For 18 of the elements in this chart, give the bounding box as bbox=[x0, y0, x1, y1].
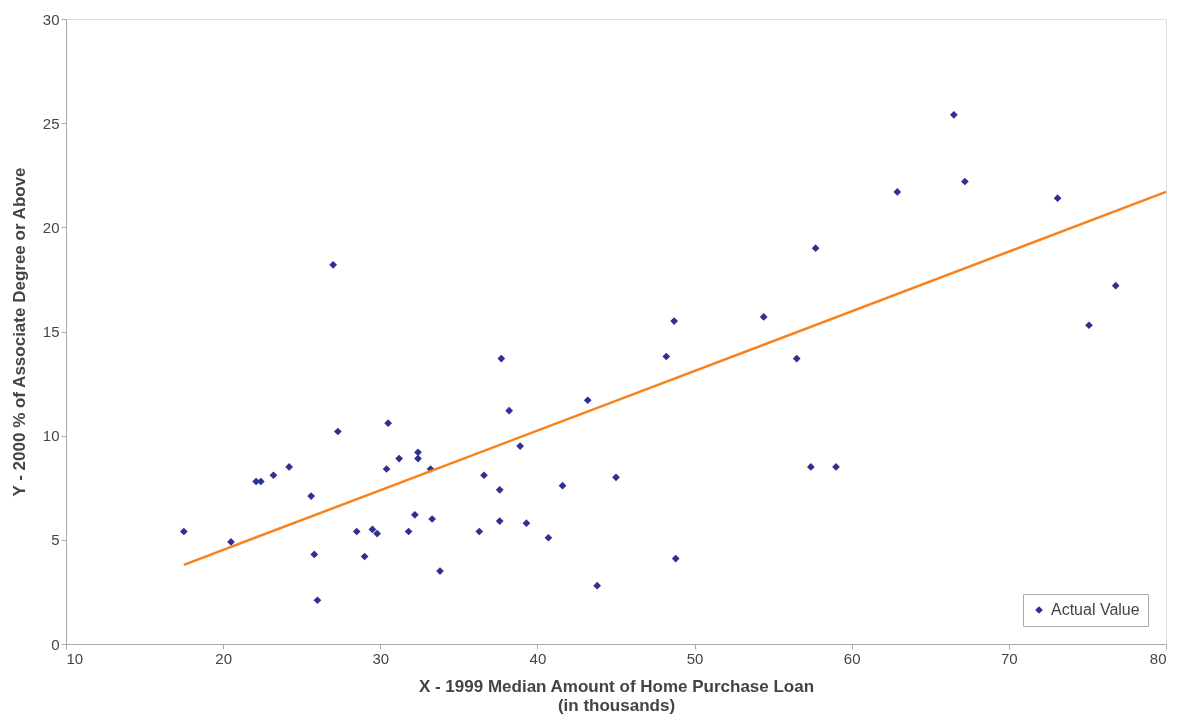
x-axis-title: X - 1999 Median Amount of Home Purchase Loan (in thousands) bbox=[418, 676, 815, 715]
x-tick-label: 40 bbox=[529, 649, 547, 667]
y-tick-label: 15 bbox=[42, 323, 60, 340]
x-tick-label: 50 bbox=[686, 649, 704, 667]
x-tick-label: 20 bbox=[215, 649, 232, 667]
x-tick-label: 60 bbox=[843, 649, 861, 667]
y-tick-label: 0 bbox=[51, 635, 60, 653]
y-tick-label: 20 bbox=[42, 218, 60, 236]
x-tick-label: 30 bbox=[372, 649, 390, 667]
y-tick-label: 25 bbox=[42, 114, 60, 132]
y-tick-label: 10 bbox=[42, 427, 60, 445]
legend-label: Actual Value bbox=[1051, 601, 1140, 618]
x-tick-label: 70 bbox=[1001, 649, 1018, 667]
y-axis-title: Y - 2000 % of Associate Degree or Above bbox=[9, 167, 29, 497]
x-tick-label: 80 bbox=[1149, 649, 1167, 667]
x-tick-label: 10 bbox=[66, 649, 84, 667]
y-tick-label: 5 bbox=[51, 531, 60, 549]
y-tick-label: 30 bbox=[42, 10, 60, 28]
